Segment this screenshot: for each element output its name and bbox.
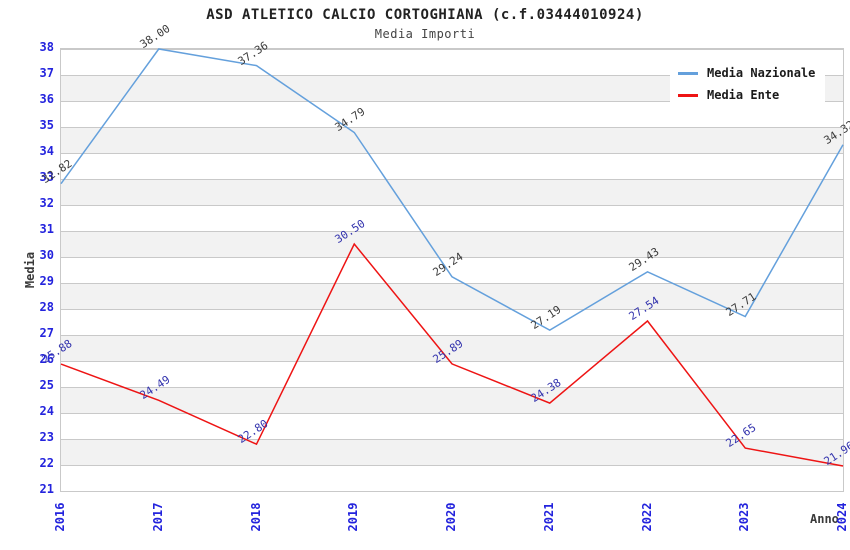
x-tick-label: 2024 [835, 502, 849, 532]
y-tick-label: 37 [39, 66, 54, 80]
y-tick-label: 32 [39, 196, 54, 210]
legend-swatch-icon [678, 93, 698, 97]
x-axis-title: Anno [810, 512, 839, 526]
legend-item-1: Media Ente [678, 88, 815, 102]
y-tick-label: 21 [39, 482, 54, 496]
chart-title: ASD ATLETICO CALCIO CORTOGHIANA (c.f.034… [206, 7, 644, 23]
x-tick-label: 2021 [541, 502, 556, 532]
legend-item-0: Media Nazionale [678, 66, 815, 80]
x-tick-label: 2022 [639, 502, 654, 532]
y-tick-label: 26 [39, 352, 54, 366]
x-tick-label: 2018 [248, 502, 263, 532]
y-tick-label: 31 [39, 222, 54, 236]
y-tick-label: 28 [39, 300, 54, 314]
y-tick-label: 22 [39, 456, 54, 470]
y-tick-label: 24 [39, 404, 54, 418]
y-tick-label: 30 [39, 248, 54, 262]
y-tick-label: 29 [39, 274, 54, 288]
x-tick-label: 2020 [444, 502, 458, 532]
plot-area: 32.82 38.00 37.36 34.79 29.24 27.19 29.43 27.71… [40, 22, 850, 492]
legend-label: Media Ente [707, 88, 780, 102]
y-tick-label: 25 [39, 378, 54, 392]
legend-swatch-icon [678, 71, 698, 75]
x-tick-label: 2023 [737, 502, 752, 532]
series-line-1 [60, 242, 844, 467]
y-tick-label: 27 [39, 326, 54, 340]
y-tick-label: 38 [39, 40, 54, 54]
y-tick-label: 23 [39, 430, 54, 444]
y-tick-label: 35 [39, 118, 54, 132]
x-tick-label: 2016 [53, 502, 67, 532]
series-line-0 [60, 48, 844, 331]
y-tick-label: 33 [39, 170, 54, 184]
x-tick-label: 2019 [346, 502, 361, 532]
y-tick-label: 36 [39, 92, 54, 106]
legend: Media Nazionale Media Ente [670, 58, 826, 111]
legend-label: Media Nazionale [707, 66, 816, 80]
y-tick-label: 34 [39, 144, 54, 158]
x-tick-label: 2017 [150, 502, 165, 532]
chart-subtitle: Media Importi [374, 27, 476, 41]
